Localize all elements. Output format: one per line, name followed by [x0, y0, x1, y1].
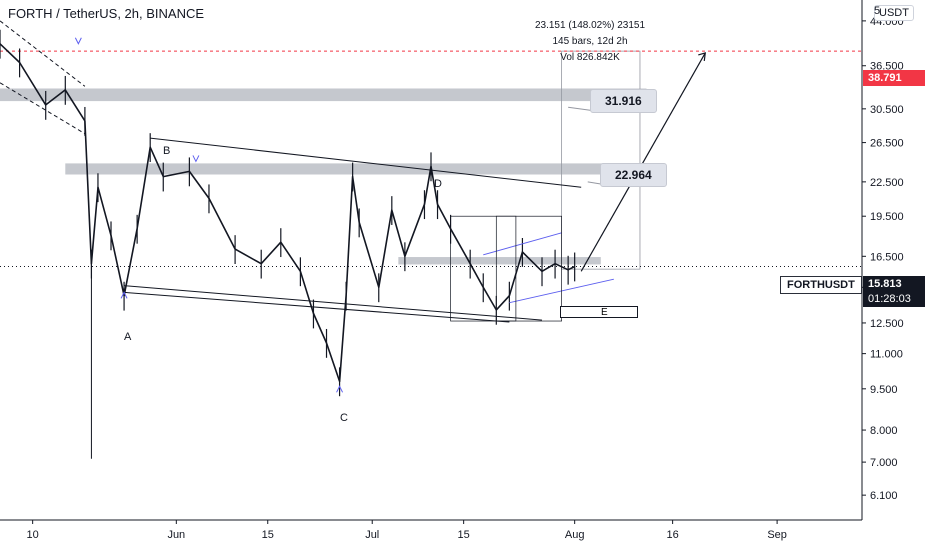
- time-tick-label: Aug: [565, 529, 585, 541]
- last-price-tag: 15.813: [863, 276, 925, 292]
- channel-line-lower: [0, 82, 86, 135]
- time-tick-label: 16: [666, 529, 678, 541]
- pivot-arrow-b: [192, 155, 200, 163]
- breakout-arrow-head: [698, 52, 706, 62]
- measure-bars: 145 bars, 12d 2h: [552, 36, 628, 47]
- price-tick-label: 8.000: [870, 425, 898, 437]
- top-scale-label: 5: [874, 5, 881, 17]
- wedge-line-lower-2: [124, 291, 510, 323]
- breakout-arrow-line: [580, 52, 706, 272]
- bar-countdown: 01:28:03: [863, 291, 925, 307]
- price-tick-label: 12.500: [870, 318, 904, 330]
- resistance-zone-upper: [0, 88, 647, 102]
- pivot-arrow-top: [74, 37, 82, 45]
- wave-label-a: A: [124, 331, 132, 343]
- symbol-tag[interactable]: FORTHUSDT: [780, 276, 862, 294]
- time-tick-label: 10: [27, 529, 39, 541]
- target-callout-upper[interactable]: 31.916: [590, 89, 657, 113]
- target-callout-lower[interactable]: 22.964: [600, 163, 667, 187]
- measure-info: 23.151 (148.02%) 23151 145 bars, 12d 2h …: [500, 18, 680, 66]
- price-tick-label: 9.500: [870, 384, 898, 396]
- resistance-zone-lower: [65, 163, 647, 175]
- target-price-tag: 38.791: [863, 70, 925, 86]
- wave-label-c: C: [340, 412, 348, 424]
- wave-label-e: E: [560, 306, 638, 318]
- time-tick-label: Sep: [767, 529, 787, 541]
- consolidation-zone: [398, 257, 601, 265]
- range-box-right: [495, 215, 562, 322]
- measure-volume: Vol 826.842K: [560, 52, 620, 63]
- price-tick-label: 6.100: [870, 490, 898, 502]
- currency-button[interactable]: USDT: [874, 5, 914, 21]
- time-tick-label: 15: [262, 529, 274, 541]
- wave-label-b: B: [163, 145, 171, 157]
- pivot-arrow-c: [336, 385, 344, 393]
- wave-label-d: D: [434, 178, 442, 190]
- price-tick-label: 22.500: [870, 177, 904, 189]
- price-tick-label: 19.500: [870, 211, 904, 223]
- price-tick-label: 16.500: [870, 251, 904, 263]
- price-tick-label: 26.500: [870, 138, 904, 150]
- price-tick-label: 7.000: [870, 457, 898, 469]
- price-series-line: [0, 43, 576, 383]
- time-tick-label: Jun: [167, 529, 185, 541]
- price-tick-label: 36.500: [870, 61, 904, 73]
- chart-title: FORTH / TetherUS, 2h, BINANCE: [8, 6, 205, 21]
- wedge-line-upper: [150, 137, 582, 188]
- range-box-left: [450, 215, 517, 322]
- channel-line-upper: [0, 20, 86, 87]
- measure-change: 23.151 (148.02%) 23151: [534, 20, 646, 31]
- pivot-arrow-a: [120, 291, 128, 299]
- time-tick-label: Jul: [365, 529, 379, 541]
- wedge-line-lower: [124, 285, 543, 321]
- price-tick-label: 11.000: [870, 349, 903, 361]
- price-tick-label: 30.500: [870, 104, 904, 116]
- time-tick-label: 15: [458, 529, 470, 541]
